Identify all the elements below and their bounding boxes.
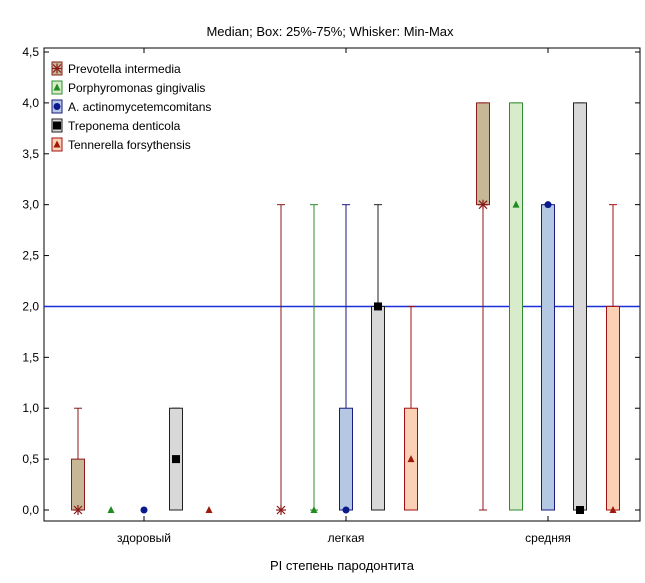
median-marker xyxy=(172,455,180,464)
series-group xyxy=(140,201,555,514)
y-tick-label: 1,0 xyxy=(22,401,39,415)
x-tick-label: здоровый xyxy=(117,531,171,545)
x-tick-label: легкая xyxy=(328,531,365,545)
legend-item: Treponema denticola xyxy=(51,118,181,133)
median-marker xyxy=(374,302,382,311)
median-marker xyxy=(140,506,148,514)
y-tick-label: 0,5 xyxy=(22,452,39,466)
median-marker xyxy=(576,506,584,514)
legend-marker-icon xyxy=(53,83,61,91)
legend-marker-icon xyxy=(53,121,61,130)
y-tick-label: 2,0 xyxy=(22,299,39,313)
box xyxy=(509,102,523,511)
median-marker xyxy=(107,506,115,513)
legend-marker-icon xyxy=(52,63,62,74)
series-group xyxy=(71,102,490,515)
plot-frame xyxy=(43,47,641,522)
box xyxy=(371,305,385,511)
median-marker xyxy=(544,201,552,209)
legend-item: Porphyromonas gingivalis xyxy=(51,80,205,95)
series-group xyxy=(205,204,620,513)
legend-marker-icon xyxy=(53,140,61,148)
y-tick-label: 3,5 xyxy=(22,147,39,161)
legend-item: A. actinomycetemcomitans xyxy=(51,99,211,114)
median-marker xyxy=(205,506,213,513)
y-tick-label: 4,0 xyxy=(22,96,39,110)
median-marker xyxy=(478,199,488,210)
median-marker xyxy=(310,506,318,513)
series-group xyxy=(169,102,587,514)
median-marker xyxy=(609,506,617,513)
series-group xyxy=(107,102,523,513)
legend-label: Tennerella forsythensis xyxy=(68,138,191,152)
median-marker xyxy=(276,505,286,515)
box xyxy=(476,102,490,206)
y-tick-label: 0,0 xyxy=(22,503,39,517)
x-tick-label: средняя xyxy=(525,531,571,545)
chart-title: Median; Box: 25%-75%; Whisker: Min-Max xyxy=(206,24,454,39)
legend: Prevotella intermedia Porphyromonas gingi… xyxy=(51,61,211,152)
y-tick-label: 1,5 xyxy=(22,350,39,364)
legend-item: Tennerella forsythensis xyxy=(51,137,191,152)
y-tick-label: 2,5 xyxy=(22,249,39,263)
y-tick-label: 4,5 xyxy=(22,45,39,59)
x-axis-label: PI степень пародонтита xyxy=(270,558,415,573)
legend-marker-icon xyxy=(53,103,61,110)
median-marker xyxy=(512,200,520,208)
box xyxy=(541,204,555,511)
median-marker xyxy=(342,506,350,514)
plot-area: 0,0 0,5 1,0 1,5 2,0 2,5 3,0 3,5 4,0 4,5 здоровый ле… xyxy=(22,45,641,545)
legend-label: Prevotella intermedia xyxy=(68,62,181,76)
median-marker xyxy=(73,505,83,515)
legend-label: Porphyromonas gingivalis xyxy=(68,81,205,95)
box xyxy=(71,458,85,511)
median-marker xyxy=(407,455,415,463)
y-tick-label: 3,0 xyxy=(22,198,39,212)
box xyxy=(606,305,620,511)
box xyxy=(339,407,353,511)
legend-item: Prevotella intermedia xyxy=(51,61,181,76)
box xyxy=(573,102,587,511)
legend-label: A. actinomycetemcomitans xyxy=(68,100,211,114)
legend-label: Treponema denticola xyxy=(68,119,181,133)
